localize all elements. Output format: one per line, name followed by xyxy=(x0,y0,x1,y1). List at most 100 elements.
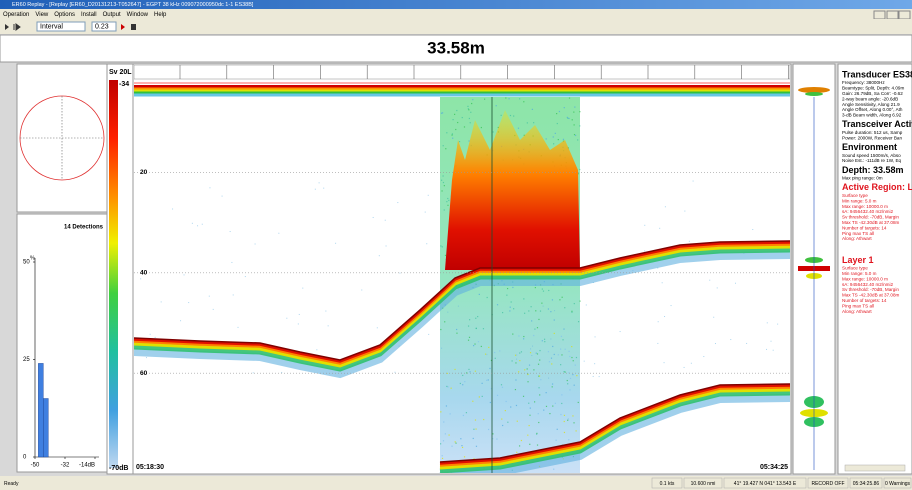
menu-item[interactable]: Output xyxy=(103,12,121,18)
noise-speck xyxy=(461,446,464,449)
seabed-echo xyxy=(439,386,790,467)
noise-speck xyxy=(777,323,779,325)
noise-speck xyxy=(522,395,525,397)
scale-top: -34 xyxy=(119,81,129,88)
noise-speck xyxy=(505,400,507,403)
menu-item[interactable]: Operation xyxy=(3,12,29,18)
noise-speck xyxy=(573,384,575,386)
noise-speck xyxy=(551,363,553,365)
noise-speck xyxy=(494,357,496,359)
info-line: 3-dB Beam width, Along 6.92 xyxy=(842,113,902,118)
record-button[interactable] xyxy=(121,24,125,30)
info-line: Surface type xyxy=(842,193,868,198)
noise-speck xyxy=(550,338,552,340)
noise-speck xyxy=(537,413,539,415)
noise-speck xyxy=(468,140,470,142)
noise-speck xyxy=(527,381,529,383)
x-tick-label: -14dB xyxy=(79,463,95,469)
noise-speck xyxy=(510,406,512,408)
noise-speck xyxy=(397,202,399,204)
restore-button[interactable] xyxy=(886,10,899,20)
noise-speck xyxy=(252,372,254,374)
noise-speck xyxy=(573,124,575,126)
noise-speck xyxy=(473,344,475,347)
info-line: Sv threshold: -70dB, Margin xyxy=(842,287,899,292)
noise-speck xyxy=(569,377,572,380)
mode-select[interactable] xyxy=(36,21,86,32)
noise-speck xyxy=(554,132,556,134)
noise-speck xyxy=(515,379,517,381)
noise-speck xyxy=(579,168,581,171)
menu-item[interactable]: Help xyxy=(154,12,167,18)
noise-speck xyxy=(462,384,464,386)
noise-speck xyxy=(540,379,542,381)
noise-speck xyxy=(454,441,456,443)
noise-speck xyxy=(456,109,458,112)
noise-speck xyxy=(571,346,573,348)
play-button[interactable] xyxy=(5,24,9,30)
noise-speck xyxy=(480,126,482,129)
menu-item[interactable]: View xyxy=(35,12,49,18)
noise-speck xyxy=(569,355,571,358)
info-line: Along: Athwart xyxy=(842,236,872,241)
menu-item[interactable]: Window xyxy=(127,12,149,18)
step-button[interactable] xyxy=(13,23,21,31)
noise-speck xyxy=(657,342,659,344)
noise-speck xyxy=(442,181,445,184)
noise-speck xyxy=(487,428,490,431)
interval-input[interactable] xyxy=(91,21,117,32)
noise-speck xyxy=(552,345,554,348)
menu-item[interactable]: Install xyxy=(81,12,97,18)
y-tick-label: 25 xyxy=(23,357,30,363)
noise-speck xyxy=(560,364,562,366)
noise-speck xyxy=(478,293,480,295)
noise-speck xyxy=(426,243,428,245)
noise-speck xyxy=(550,311,552,313)
noise-speck xyxy=(544,341,546,343)
noise-speck xyxy=(468,336,471,338)
noise-speck xyxy=(475,317,477,319)
info-heading: Transducer ES38B xyxy=(842,69,912,79)
seabed-echo xyxy=(134,240,790,361)
stop-button[interactable] xyxy=(131,24,136,30)
noise-speck xyxy=(509,306,511,308)
status-field xyxy=(651,477,683,489)
menu-item[interactable]: Options xyxy=(54,12,75,18)
noise-speck xyxy=(470,111,472,113)
noise-speck xyxy=(447,204,449,206)
profile xyxy=(798,87,830,470)
histogram-title: 14 Detections xyxy=(64,225,104,231)
noise-speck xyxy=(579,300,581,302)
noise-speck xyxy=(530,348,532,350)
noise-speck xyxy=(688,240,690,242)
noise-speck xyxy=(574,364,576,366)
seabed-echo xyxy=(439,390,790,473)
noise-speck xyxy=(505,97,507,99)
noise-speck xyxy=(564,371,566,373)
noise-speck xyxy=(683,366,685,368)
noise-speck xyxy=(440,179,443,181)
noise-speck xyxy=(598,376,600,378)
noise-speck xyxy=(487,379,489,381)
noise-speck xyxy=(524,369,526,371)
noise-speck xyxy=(474,343,476,345)
minimize-button[interactable] xyxy=(873,10,886,20)
info-line: Number of targets: 14 xyxy=(842,298,887,303)
noise-speck xyxy=(555,439,557,441)
noise-speck xyxy=(472,437,474,440)
noise-speck xyxy=(466,372,468,374)
info-scrollbar[interactable] xyxy=(844,464,906,472)
noise-speck xyxy=(467,339,470,341)
noise-speck xyxy=(516,358,518,360)
noise-speck xyxy=(446,385,448,388)
noise-speck xyxy=(441,457,444,460)
close-button[interactable] xyxy=(898,10,911,20)
status-field xyxy=(723,477,807,489)
noise-speck xyxy=(212,308,214,310)
noise-speck xyxy=(504,410,506,412)
noise-speck xyxy=(469,122,471,124)
noise-speck xyxy=(554,310,556,312)
info-line: Ping max TS all xyxy=(842,231,874,236)
noise-speck xyxy=(539,349,541,352)
